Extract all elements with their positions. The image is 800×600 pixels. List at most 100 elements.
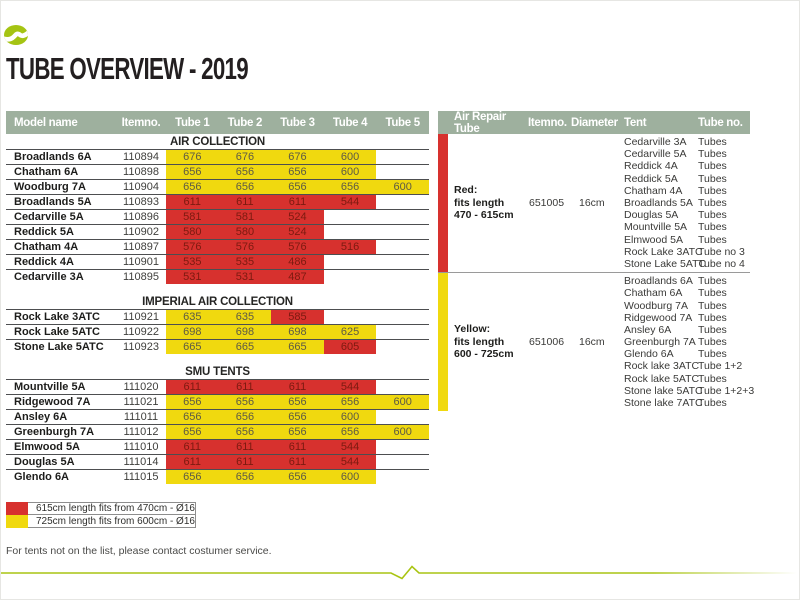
tent-row: Stone lake 7ATC Tubes xyxy=(619,397,754,409)
tube-cell: 611 xyxy=(166,195,219,209)
tube-cell: 625 xyxy=(323,325,377,339)
tube-no: Tubes xyxy=(698,221,727,234)
item-number: 111011 xyxy=(123,411,159,423)
tent-row: Rock lake 3ATC Tube 1+2 xyxy=(619,360,754,372)
legend-text: 725cm length fits from 600cm - Ø16 xyxy=(28,515,196,528)
tube-cell: 611 xyxy=(271,195,324,209)
section-title: SMU TENTS xyxy=(185,365,250,378)
tube-cell: 611 xyxy=(271,455,324,469)
model-name: Reddick 5A xyxy=(14,226,74,238)
item-number: 110923 xyxy=(123,341,159,353)
tube-no: Tubes xyxy=(698,275,727,288)
tube-no: Tube 1+2 xyxy=(698,360,743,373)
tent-name: Cedarville 3A xyxy=(624,136,687,149)
tube-cell xyxy=(376,440,429,454)
tube-no: Tubes xyxy=(698,160,727,173)
legend-row-red: 615cm length fits from 470cm - Ø16 xyxy=(6,502,196,515)
tube-cell: 544 xyxy=(323,195,377,209)
tube-cell: 524 xyxy=(271,225,324,239)
tube-cell: 581 xyxy=(218,210,272,224)
tube-no: Tubes xyxy=(698,299,727,312)
tent-row: Reddick 5A Tubes xyxy=(619,173,750,185)
model-name: Ridgewood 7A xyxy=(14,396,91,408)
tent-name: Greenburgh 7A xyxy=(624,336,696,349)
tube-cell: 656 xyxy=(218,410,272,424)
section-label-line: fits length xyxy=(454,196,505,209)
red-swatch xyxy=(6,502,28,515)
tube-cell: 656 xyxy=(218,425,272,439)
tent-name: Mountville 5A xyxy=(624,221,688,234)
column-header-tube2: Tube 2 xyxy=(227,116,263,129)
model-name: Chatham 6A xyxy=(14,166,79,178)
tube-cell xyxy=(376,240,429,254)
yellow-color-bar xyxy=(438,273,448,412)
section-label-line: Red: xyxy=(454,184,478,197)
tube-cell: 698 xyxy=(271,325,324,339)
tube-cell: 656 xyxy=(218,470,272,484)
tent-row: Mountville 5A Tubes xyxy=(619,221,750,233)
model-name: Rock Lake 5ATC xyxy=(14,326,100,338)
air-repair-tube-table: Air Repair Tube Itemno. Diameter Tent Tu… xyxy=(438,111,754,412)
model-name: Cedarville 5A xyxy=(14,211,84,223)
repair-section-yellow: Yellow: fits length 600 - 725cm 651006 16cm B… xyxy=(438,272,754,412)
tube-cell: 544 xyxy=(323,380,377,394)
tube-cell: 611 xyxy=(218,455,272,469)
tube-no: Tubes xyxy=(698,397,727,410)
tent-row: Cedarville 3A Tubes xyxy=(619,136,750,148)
tent-row: Chatham 6A Tubes xyxy=(619,287,754,299)
diameter-value: 16cm xyxy=(579,336,605,349)
column-header-air-repair-tube: Air Repair Tube xyxy=(454,111,506,135)
tent-row: Stone Lake 5ATC Tube no 4 xyxy=(619,258,750,270)
tube-cell: 656 xyxy=(166,395,219,409)
tube-cell: 656 xyxy=(323,180,377,194)
tube-cell: 656 xyxy=(166,165,219,179)
tube-cell: 665 xyxy=(218,340,272,354)
tube-cell: 524 xyxy=(271,210,324,224)
column-header-itemno: Itemno. xyxy=(121,116,161,129)
item-number: 110895 xyxy=(123,271,159,283)
tube-cell: 576 xyxy=(271,240,324,254)
model-name: Glendo 6A xyxy=(14,471,70,483)
model-name: Chatham 4A xyxy=(14,241,79,253)
repair-table-header: Air Repair Tube Itemno. Diameter Tent Tu… xyxy=(438,111,750,135)
tent-name: Glendo 6A xyxy=(624,348,674,361)
tube-cell xyxy=(376,380,429,394)
item-number: 651005 xyxy=(529,197,565,210)
item-number: 111014 xyxy=(123,456,159,468)
item-number: 110921 xyxy=(123,311,159,323)
tent-row: Woodburg 7A Tubes xyxy=(619,299,754,312)
tube-cell xyxy=(324,210,377,224)
tube-cell: 656 xyxy=(323,395,377,409)
model-name: Ansley 6A xyxy=(14,411,68,423)
table-row: Ansley 6A 111011 656 656 656 600 xyxy=(6,409,429,424)
tube-cell: 600 xyxy=(376,425,429,439)
tent-row: Broadlands 5A Tubes xyxy=(619,197,750,209)
tent-name: Stone lake 7ATC xyxy=(624,397,703,410)
section-title: IMPERIAL AIR COLLECTION xyxy=(142,295,293,308)
legend-row-yellow: 725cm length fits from 600cm - Ø16 xyxy=(6,515,196,528)
tube-no: Tubes xyxy=(698,172,727,185)
section-label-line: 470 - 615cm xyxy=(454,209,514,222)
model-name: Cedarville 3A xyxy=(14,271,84,283)
section-label-line: 600 - 725cm xyxy=(454,348,514,361)
tube-cell xyxy=(376,455,429,469)
tube-cell xyxy=(376,255,429,269)
model-name: Reddick 4A xyxy=(14,256,74,268)
tube-no: Tubes xyxy=(698,136,727,149)
table-row: Woodburg 7A 110904 656 656 656 656 600 xyxy=(6,179,429,194)
tube-cell: 605 xyxy=(323,340,377,354)
section-title: AIR COLLECTION xyxy=(170,135,265,148)
tent-name: Broadlands 5A xyxy=(624,197,693,210)
table-row: Cedarville 5A 110896 581 581 524 xyxy=(6,209,429,224)
tube-no: Tube no 3 xyxy=(698,245,745,258)
tent-row: Broadlands 6A Tubes xyxy=(619,275,754,287)
tent-name: Stone Lake 5ATC xyxy=(624,257,707,270)
tube-no: Tubes xyxy=(698,311,727,324)
section-label: Red: fits length 470 - 615cm xyxy=(448,134,524,272)
tube-cell: 676 xyxy=(218,150,272,164)
tube-cell: 665 xyxy=(166,340,219,354)
tent-name: Chatham 6A xyxy=(624,287,683,300)
tube-cell: 531 xyxy=(218,270,272,284)
item-number: 110922 xyxy=(123,326,159,338)
tube-cell: 635 xyxy=(166,310,219,324)
